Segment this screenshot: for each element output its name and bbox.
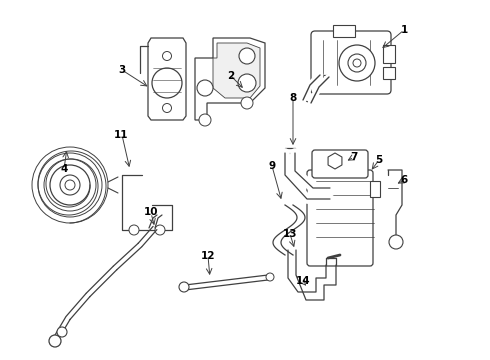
FancyBboxPatch shape (383, 45, 395, 63)
Circle shape (163, 104, 172, 112)
Circle shape (152, 68, 182, 98)
Text: 3: 3 (118, 65, 125, 75)
Polygon shape (148, 38, 186, 120)
Circle shape (129, 225, 139, 235)
FancyBboxPatch shape (383, 67, 395, 79)
Circle shape (348, 54, 366, 72)
Circle shape (197, 80, 213, 96)
Circle shape (50, 165, 90, 205)
Text: 6: 6 (401, 175, 408, 185)
Circle shape (353, 59, 361, 67)
Circle shape (179, 282, 189, 292)
Text: 8: 8 (290, 93, 296, 103)
Circle shape (266, 273, 274, 281)
Circle shape (163, 51, 172, 60)
FancyBboxPatch shape (312, 150, 368, 178)
Text: 13: 13 (283, 229, 297, 239)
Circle shape (389, 235, 403, 249)
Text: 2: 2 (227, 71, 234, 81)
Circle shape (57, 327, 67, 337)
Polygon shape (213, 43, 260, 98)
FancyBboxPatch shape (370, 181, 380, 197)
FancyBboxPatch shape (311, 31, 391, 94)
Text: 5: 5 (375, 155, 382, 165)
Text: 7: 7 (350, 152, 358, 162)
Text: 9: 9 (269, 161, 275, 171)
Circle shape (49, 335, 61, 347)
Circle shape (155, 225, 165, 235)
Text: 12: 12 (201, 251, 216, 261)
Circle shape (339, 45, 375, 81)
Text: 1: 1 (401, 24, 408, 35)
Polygon shape (195, 38, 265, 120)
Circle shape (241, 97, 253, 109)
Circle shape (238, 74, 256, 92)
Circle shape (60, 175, 80, 195)
Text: 10: 10 (144, 207, 158, 217)
Text: 14: 14 (295, 276, 310, 286)
Circle shape (199, 114, 211, 126)
Text: 4: 4 (60, 164, 68, 174)
Circle shape (65, 180, 75, 190)
Text: 11: 11 (114, 130, 129, 140)
Circle shape (239, 48, 255, 64)
FancyBboxPatch shape (333, 25, 355, 37)
FancyBboxPatch shape (307, 170, 373, 266)
